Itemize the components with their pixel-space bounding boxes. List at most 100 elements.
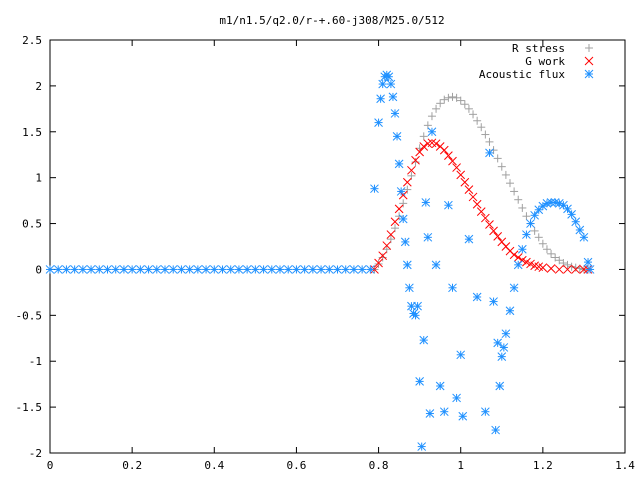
data-point	[160, 265, 170, 274]
data-point	[493, 338, 503, 348]
data-point	[403, 185, 412, 194]
data-point	[396, 187, 406, 196]
data-point	[415, 147, 424, 157]
data-point	[473, 116, 482, 125]
data-point	[392, 132, 402, 141]
data-point	[448, 156, 457, 166]
data-point	[226, 265, 236, 274]
data-point	[439, 407, 449, 417]
data-point	[485, 137, 494, 146]
data-point	[448, 283, 457, 293]
data-point	[563, 265, 572, 274]
data-layer	[45, 70, 595, 451]
data-point	[534, 233, 543, 242]
data-point	[513, 253, 523, 262]
data-point	[546, 264, 556, 273]
legend-marker	[585, 44, 593, 52]
data-point	[400, 237, 410, 247]
data-point	[333, 265, 342, 274]
data-point	[432, 104, 441, 113]
data-point	[444, 93, 453, 102]
data-point	[324, 265, 334, 274]
data-point	[489, 146, 498, 155]
data-point	[218, 265, 227, 274]
data-point	[506, 179, 514, 188]
data-point	[460, 177, 470, 187]
data-point	[423, 232, 433, 242]
data-point	[448, 92, 457, 101]
data-point	[464, 104, 473, 113]
data-point	[382, 241, 392, 250]
data-point	[384, 72, 394, 82]
data-point	[103, 265, 112, 274]
data-point	[567, 262, 576, 271]
data-point	[551, 253, 560, 262]
data-point	[491, 425, 500, 435]
data-point	[402, 177, 412, 187]
data-point	[427, 127, 437, 137]
data-point	[575, 225, 585, 235]
chart-title: m1/n1.5/q2.0/r-+.60-j308/M25.0/512	[219, 14, 444, 27]
data-point	[481, 130, 490, 139]
data-point	[242, 265, 252, 274]
data-point	[514, 195, 523, 204]
x-tick-label: 0	[47, 459, 54, 472]
axis-ticks: 0 0.2 0.4 0.6 0.8 1 1.2 1.4 2.5 2 1.5 1 0.5 0 -0.5 -1 -1…	[16, 34, 636, 472]
legend-marker	[584, 56, 594, 66]
data-point	[378, 251, 388, 261]
data-point	[53, 265, 63, 274]
data-point	[472, 292, 482, 302]
data-point	[563, 260, 572, 269]
data-point	[530, 226, 539, 235]
data-point	[439, 145, 449, 155]
data-point	[419, 132, 428, 141]
data-point	[370, 184, 379, 194]
data-point	[407, 301, 416, 311]
legend-label: G work	[525, 55, 565, 68]
data-point	[374, 259, 383, 268]
data-point	[411, 158, 420, 167]
data-point	[444, 200, 453, 210]
data-point	[411, 155, 420, 165]
legend-label: R stress	[512, 42, 565, 55]
series-acoustic-flux	[45, 70, 595, 451]
plot-area	[49, 39, 626, 454]
data-point	[477, 123, 486, 132]
x-tick-label: 1.2	[533, 459, 553, 472]
x-tick-label: 0.6	[286, 459, 306, 472]
data-point	[127, 265, 137, 274]
data-point	[571, 265, 581, 274]
data-point	[495, 381, 505, 391]
data-point	[554, 265, 564, 274]
y-tick-label: 2	[35, 80, 42, 93]
data-point	[427, 112, 436, 121]
data-point	[374, 118, 383, 127]
y-tick-label: -0.5	[16, 309, 43, 322]
data-point	[407, 165, 416, 175]
data-point	[501, 170, 510, 179]
data-point	[579, 265, 589, 274]
data-point	[456, 350, 466, 360]
data-point	[308, 265, 318, 274]
data-point	[394, 204, 404, 214]
data-point	[513, 260, 523, 270]
data-point	[481, 213, 490, 223]
x-tick-label: 0.2	[122, 459, 142, 472]
data-point	[469, 110, 478, 119]
data-point	[510, 187, 519, 196]
data-point	[119, 265, 129, 274]
data-point	[234, 265, 244, 274]
data-point	[378, 79, 388, 89]
data-point	[275, 265, 285, 274]
data-point	[435, 381, 445, 391]
data-point	[193, 265, 203, 274]
data-point	[440, 95, 449, 104]
data-point	[415, 377, 424, 386]
data-point	[468, 192, 478, 202]
data-point	[472, 199, 482, 209]
data-point	[394, 159, 404, 169]
y-tick-label: 0	[35, 263, 42, 276]
data-point	[70, 265, 79, 274]
data-point	[571, 217, 581, 227]
